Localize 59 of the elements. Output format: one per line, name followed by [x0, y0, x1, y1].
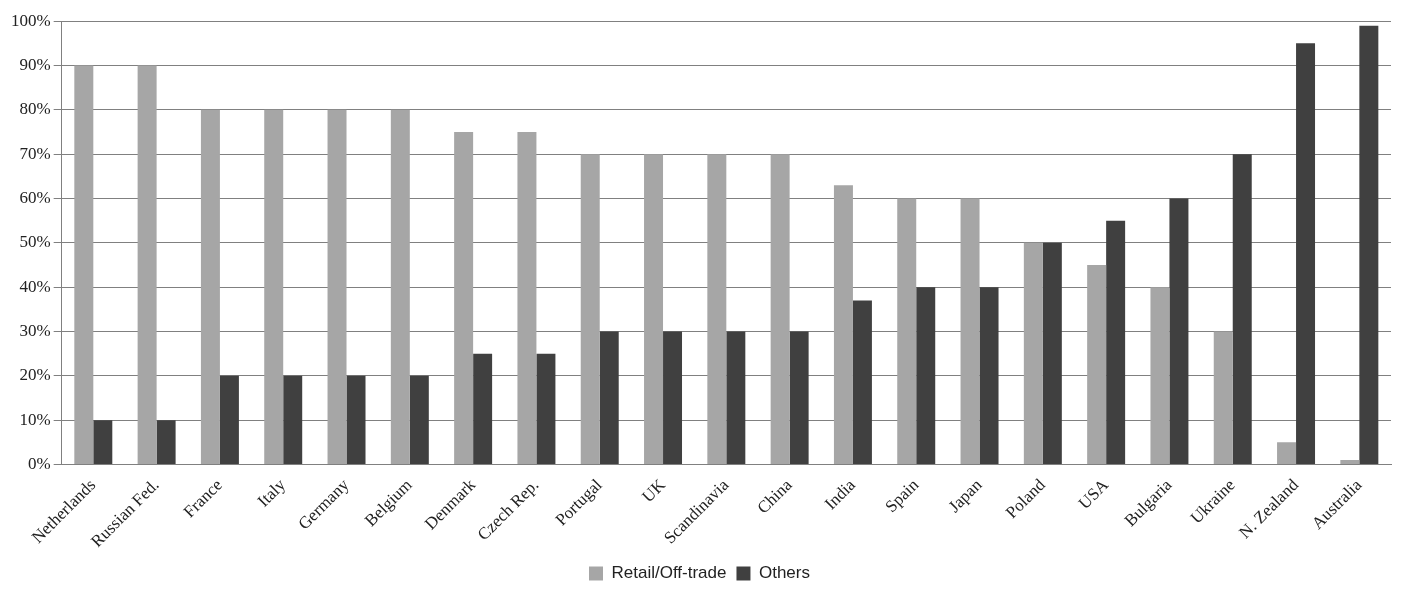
- bar: [1169, 198, 1189, 464]
- bar: [473, 353, 493, 464]
- x-tick-label: India: [820, 474, 860, 514]
- bar: [707, 154, 727, 464]
- bar: [663, 331, 683, 464]
- x-tick-label: Italy: [253, 474, 290, 511]
- bar: [580, 154, 600, 464]
- y-tick-label: 60%: [19, 187, 51, 207]
- bar: [264, 109, 284, 464]
- bar: [1042, 242, 1062, 464]
- bar: [789, 331, 809, 464]
- bar: [644, 154, 664, 464]
- bar: [283, 375, 303, 464]
- y-tick-label: 40%: [19, 276, 51, 296]
- bar: [346, 375, 366, 464]
- y-tick-label: 20%: [19, 365, 51, 385]
- bar: [454, 132, 474, 464]
- bar: [1087, 265, 1107, 464]
- y-tick-label: 90%: [19, 55, 51, 74]
- legend-label: Others: [758, 563, 810, 583]
- bar: [409, 375, 429, 464]
- legend-label: Retail/Off-trade: [611, 563, 727, 583]
- bar: [137, 65, 157, 464]
- y-tick-label: 80%: [19, 99, 51, 119]
- bar: [200, 109, 220, 464]
- bar: [1296, 43, 1316, 464]
- x-tick-label: USA: [1074, 474, 1113, 513]
- bar: [93, 420, 113, 464]
- y-tick-label: 50%: [19, 232, 51, 252]
- bar: [156, 420, 176, 464]
- bar: [1150, 287, 1170, 464]
- bar: [979, 287, 999, 464]
- y-tick-label: 70%: [19, 143, 51, 163]
- y-tick-label: 30%: [19, 320, 51, 340]
- y-tick-label: 100%: [10, 10, 51, 30]
- bar: [1213, 331, 1233, 464]
- bar: [219, 375, 239, 464]
- bar: [916, 287, 936, 464]
- bar: [390, 109, 410, 464]
- y-tick-label: 0%: [27, 453, 51, 473]
- bar: [833, 185, 853, 464]
- bar: [1106, 220, 1126, 464]
- bar: [74, 65, 94, 464]
- bar: [1232, 154, 1252, 464]
- bar: [1359, 25, 1379, 464]
- bar: [852, 300, 872, 464]
- bar: [1340, 460, 1360, 464]
- bar: [536, 353, 556, 464]
- bar: [1023, 242, 1043, 464]
- bar: [770, 154, 790, 464]
- x-tick-label: UK: [638, 474, 670, 507]
- y-tick-label: 10%: [19, 409, 51, 429]
- bar: [327, 109, 347, 464]
- bar: [517, 132, 537, 464]
- bar: [897, 198, 917, 464]
- bar: [960, 198, 980, 464]
- bar: [599, 331, 619, 464]
- bar: [726, 331, 746, 464]
- bar: [1277, 442, 1297, 464]
